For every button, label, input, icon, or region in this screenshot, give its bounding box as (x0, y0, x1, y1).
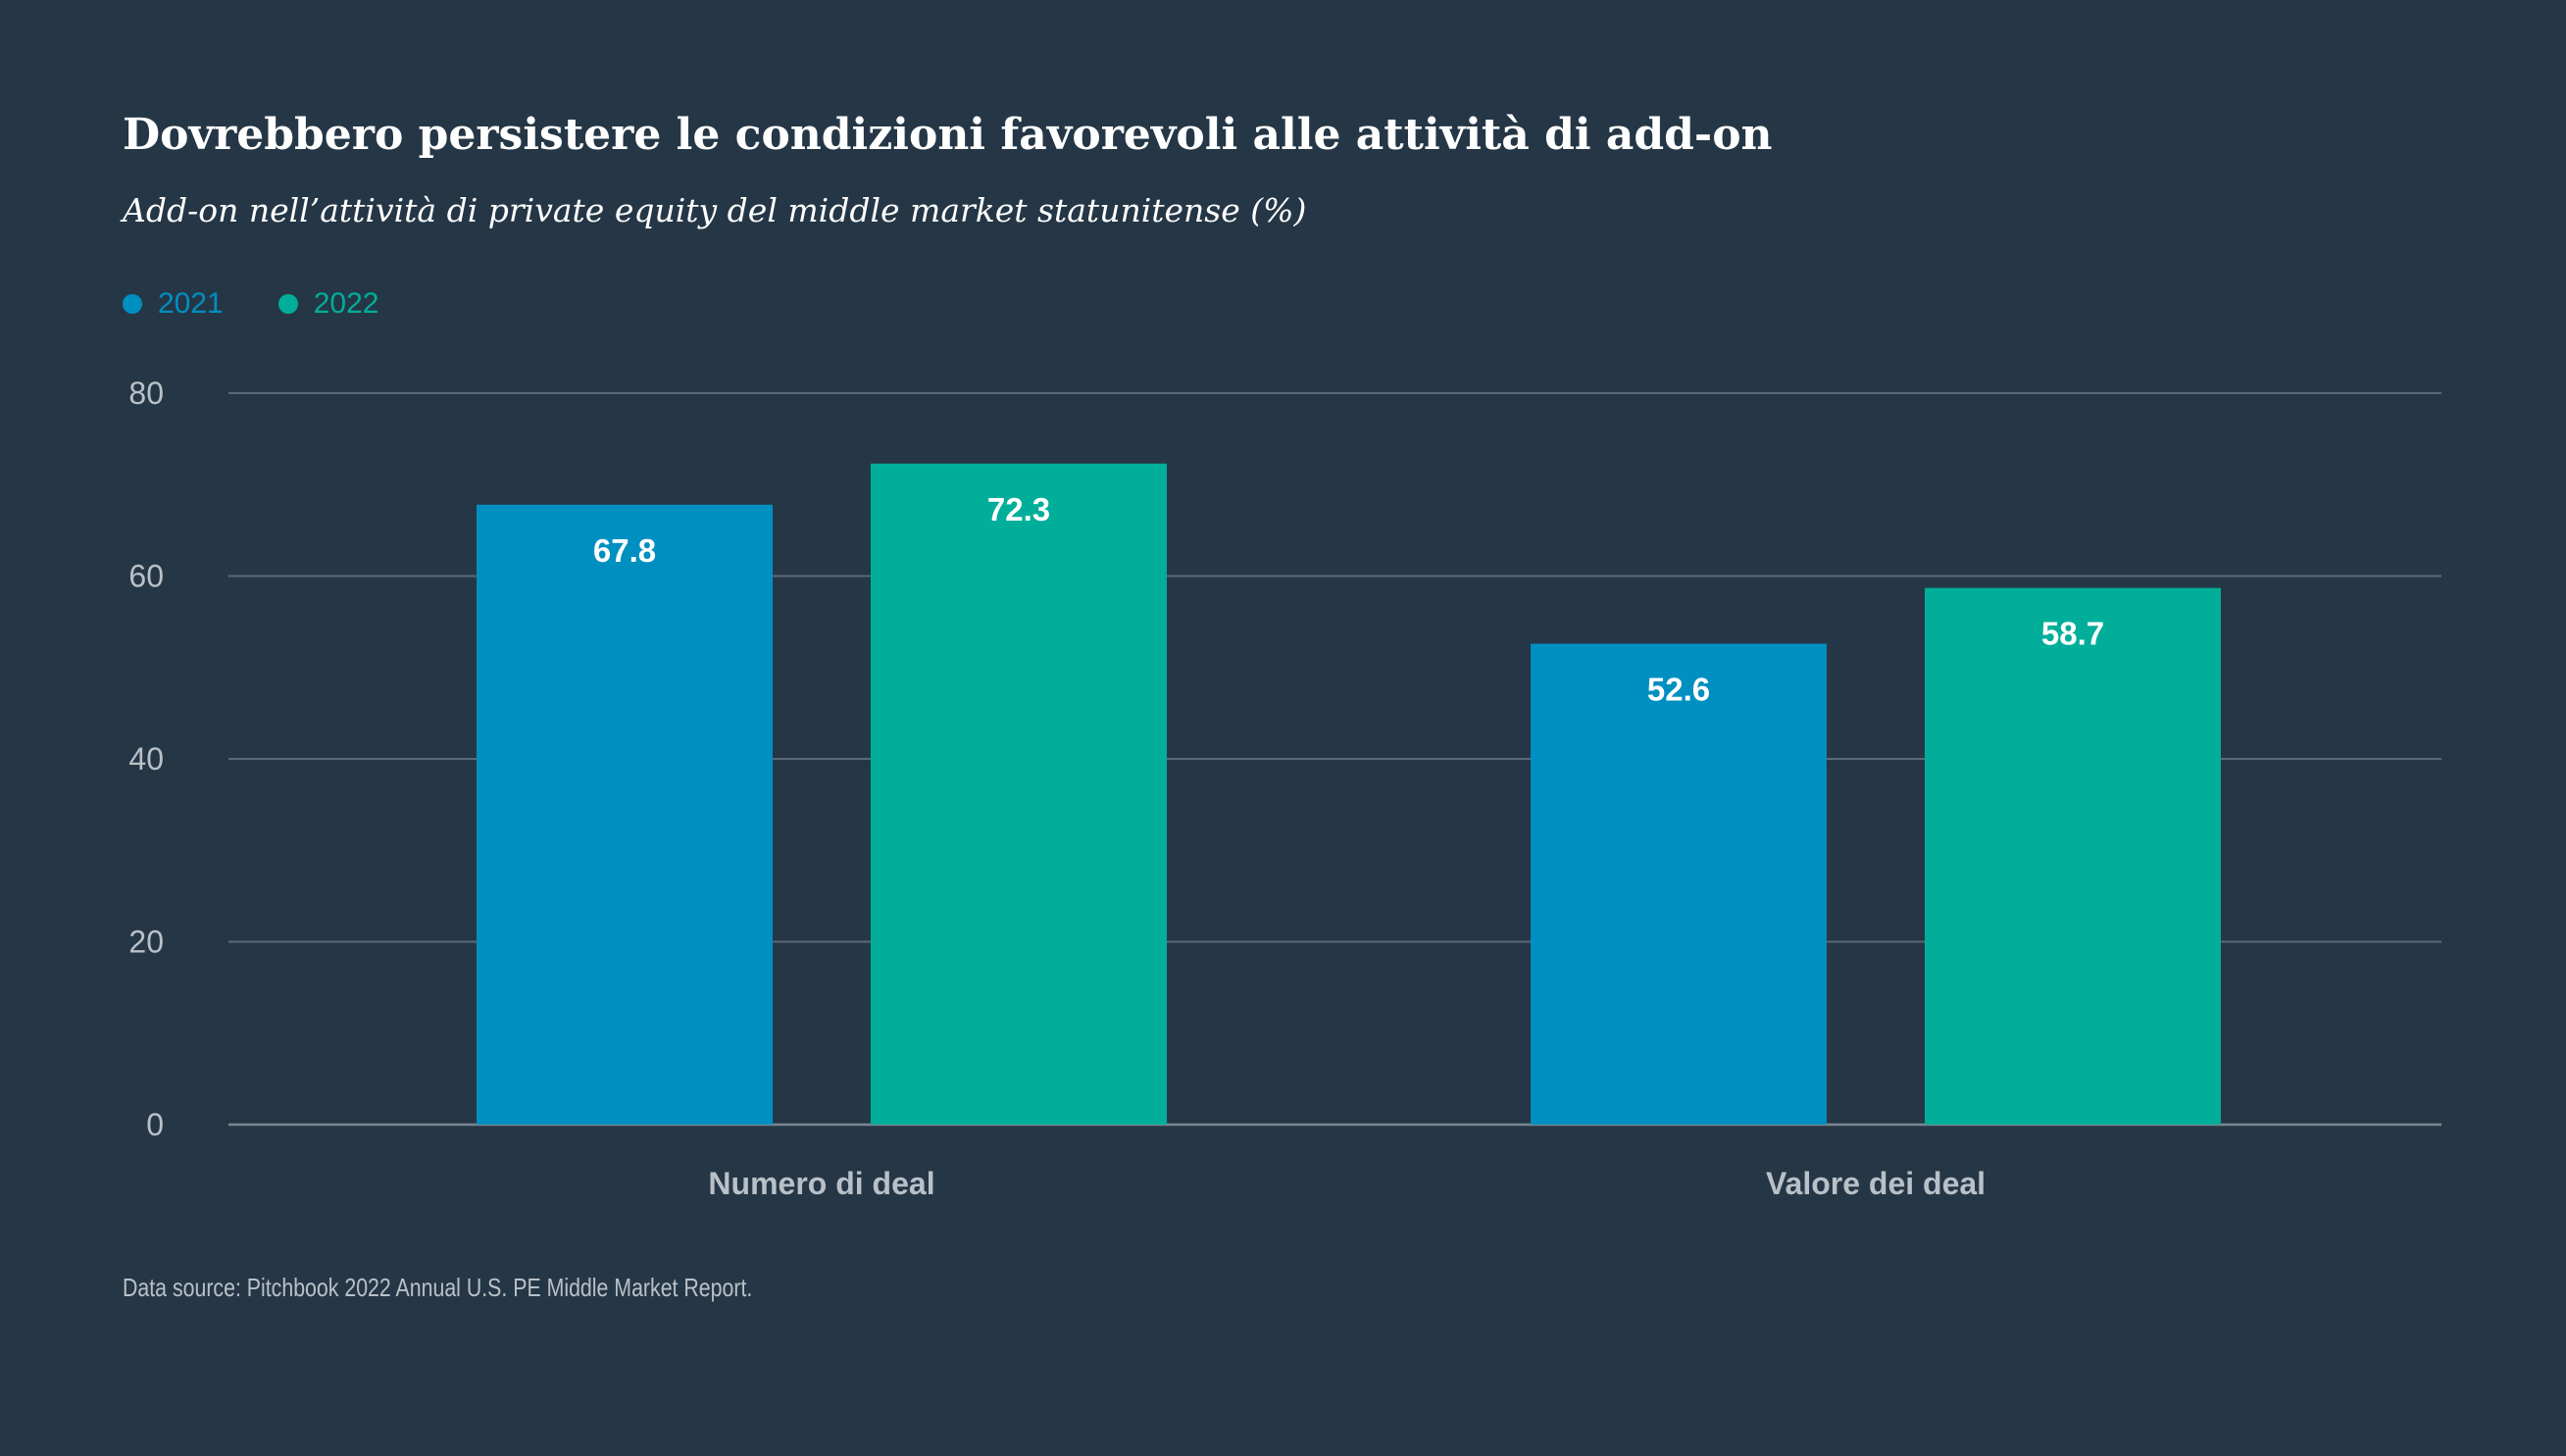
bar-2022-2 (1925, 587, 2221, 1125)
bar-2022-1 (871, 463, 1167, 1125)
x-category-label-1: Numero di deal (708, 1166, 934, 1201)
bar-label-2022-2: 58.7 (2041, 616, 2104, 652)
y-tick-label-60: 60 (128, 559, 164, 594)
y-tick-label-0: 0 (146, 1107, 164, 1142)
legend-label-2022: 2022 (313, 287, 379, 320)
data-source-note: Data source: Pitchbook 2022 Annual U.S. … (123, 1273, 753, 1302)
bar-2021-2 (1531, 643, 1827, 1125)
y-tick-label-80: 80 (128, 376, 164, 411)
bar-label-2021-2: 52.6 (1647, 672, 1710, 708)
bar-label-2021-1: 67.8 (593, 532, 656, 569)
legend-item-2022: 2022 (277, 287, 379, 321)
legend-swatch-2022 (277, 294, 298, 314)
legend-label-2021: 2021 (158, 287, 224, 320)
x-category-label-2: Valore dei deal (1766, 1166, 1986, 1201)
y-tick-label-20: 20 (128, 925, 164, 960)
legend-item-2021: 2021 (123, 287, 224, 321)
legend: 2021 2022 (123, 287, 379, 321)
bar-label-2022-1: 72.3 (987, 491, 1050, 527)
y-tick-label-40: 40 (128, 741, 164, 777)
chart-title: Dovrebbero persistere le condizioni favo… (123, 110, 1773, 160)
chart-subtitle: Add-on nell’attività di private equity d… (123, 191, 1307, 229)
legend-swatch-2021 (123, 294, 142, 314)
bar-2021-1 (477, 504, 773, 1125)
